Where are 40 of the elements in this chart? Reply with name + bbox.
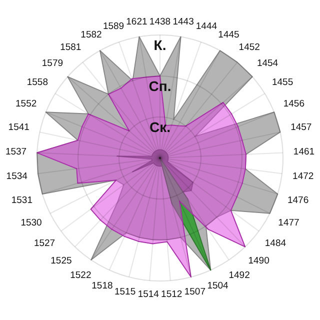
spoke-label: 1438 xyxy=(149,16,171,28)
spoke-label: 1589 xyxy=(102,20,124,32)
spoke-label: 1581 xyxy=(60,42,82,53)
y-tick-label: Ск. xyxy=(149,119,171,135)
spoke-label: 1522 xyxy=(70,270,92,281)
spoke-label: 1452 xyxy=(238,42,260,53)
spoke-label: 1527 xyxy=(34,238,56,249)
spoke-label: 1476 xyxy=(287,194,309,206)
spoke-label: 1443 xyxy=(172,16,194,28)
spoke-label: 1514 xyxy=(138,288,159,300)
spoke-label: 1454 xyxy=(256,58,278,69)
spoke-label: 1507 xyxy=(184,286,206,298)
spoke-label: 1492 xyxy=(228,270,250,281)
spoke-label: 1504 xyxy=(207,280,228,292)
spoke-label: 1579 xyxy=(42,58,64,69)
spoke-label: 1512 xyxy=(161,288,182,300)
spoke-label: 1455 xyxy=(272,77,294,88)
spoke-label: 1484 xyxy=(264,238,286,249)
spoke-label: 1537 xyxy=(5,146,27,158)
spoke-label: 1461 xyxy=(293,146,315,158)
spoke-label: 1530 xyxy=(20,217,42,228)
spoke-label: 1445 xyxy=(218,29,240,40)
spoke-label: 1490 xyxy=(248,256,270,267)
spoke-label: 1472 xyxy=(292,170,314,182)
spoke-label: 1582 xyxy=(80,29,102,40)
spoke-label: 1477 xyxy=(278,217,300,228)
y-tick-label: Сп. xyxy=(148,78,172,94)
spoke-label: 1534 xyxy=(6,170,28,182)
spoke-label: 1518 xyxy=(92,280,113,292)
spoke-label: 1525 xyxy=(50,256,72,267)
spoke-label: 1457 xyxy=(290,122,312,134)
y-tick-label: К. xyxy=(154,37,166,53)
spoke-label: 1444 xyxy=(196,20,218,32)
spoke-label: 1541 xyxy=(8,122,30,134)
spoke-label: 1515 xyxy=(114,286,136,298)
spoke-label: 1558 xyxy=(26,77,48,88)
spoke-label: 1621 xyxy=(126,16,148,28)
spoke-label: 1456 xyxy=(283,98,304,110)
spoke-label: 1531 xyxy=(11,194,33,206)
spoke-label: 1552 xyxy=(16,98,37,110)
